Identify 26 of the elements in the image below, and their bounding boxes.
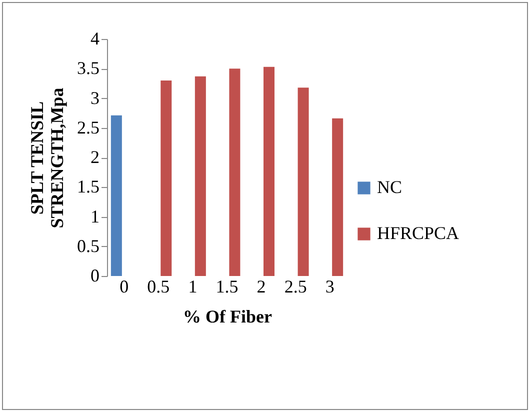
y-tick-label: 2 (90, 147, 100, 167)
bar (194, 76, 206, 276)
y-axis-title: SPLT TENSIL STRENGTH,Mpa (27, 88, 67, 228)
y-tick-label: 1.5 (77, 176, 100, 197)
x-tick-label: 3 (325, 276, 334, 296)
bar (110, 115, 122, 276)
bar (229, 68, 240, 276)
y-tick-label: 0.5 (77, 236, 100, 256)
y-tick-label: 2.5 (77, 117, 100, 138)
x-tick-label: 1 (188, 276, 198, 296)
legend-label: HFRCPCA (377, 223, 460, 243)
bar (332, 118, 344, 276)
x-tick-label: 1.5 (216, 276, 238, 296)
legend-label: NC (377, 177, 402, 197)
y-tick-label: 4 (90, 28, 100, 48)
x-axis-title: % Of Fiber (183, 306, 272, 326)
y-tick-label: 3.5 (77, 58, 100, 78)
x-tick-label: 0.5 (147, 276, 170, 296)
x-tick-label: 2.5 (284, 276, 307, 296)
bar (160, 80, 172, 276)
bar (264, 66, 274, 276)
x-tick-label: 0 (120, 276, 129, 296)
bar (298, 88, 309, 276)
x-tick-label: 2 (256, 276, 266, 296)
y-tick-label: 3 (90, 88, 100, 108)
y-tick-label: 1 (90, 206, 100, 226)
